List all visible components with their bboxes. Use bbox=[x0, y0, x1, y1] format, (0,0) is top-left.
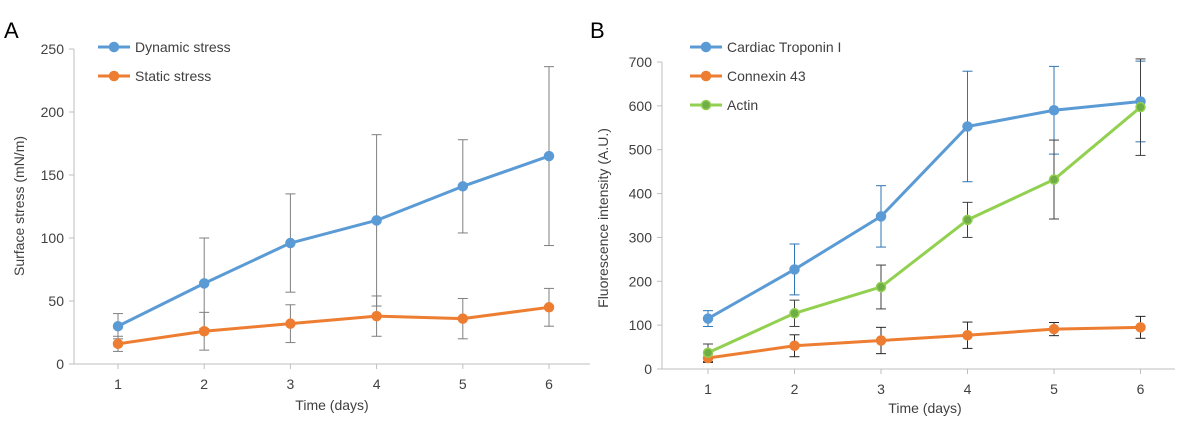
series-markers-a bbox=[112, 150, 555, 350]
data-point bbox=[702, 313, 714, 324]
series-lines-b bbox=[707, 99, 1142, 360]
data-point bbox=[1135, 322, 1146, 333]
data-point bbox=[962, 121, 973, 132]
data-point bbox=[112, 338, 124, 350]
series-markers-b bbox=[702, 96, 1146, 364]
y-tick-label: 500 bbox=[629, 142, 653, 158]
legend-marker bbox=[700, 41, 712, 53]
x-tick-label: 6 bbox=[545, 376, 553, 392]
y-tick-label: 150 bbox=[41, 167, 65, 183]
y-axis-title-a: Surface stress (mN/m) bbox=[11, 136, 27, 276]
x-tick-label: 3 bbox=[877, 381, 885, 397]
y-tick-label: 100 bbox=[629, 317, 653, 333]
x-tick-label: 6 bbox=[1137, 381, 1145, 397]
y-tick-label: 300 bbox=[629, 229, 653, 245]
x-axis-title-a: Time (days) bbox=[295, 397, 368, 413]
data-point bbox=[457, 181, 469, 192]
data-point bbox=[285, 318, 296, 329]
series-lines-a bbox=[117, 154, 550, 346]
data-point bbox=[543, 150, 555, 162]
legend-label: Actin bbox=[727, 97, 758, 113]
y-tick-label: 0 bbox=[56, 356, 64, 372]
series-line bbox=[117, 305, 550, 346]
x-tick-label: 2 bbox=[200, 376, 208, 392]
data-point bbox=[962, 214, 973, 226]
panel-label-a: A bbox=[4, 18, 19, 43]
chart-panel-b: B Fluorescence intensity (A.U.) Time (da… bbox=[590, 18, 1175, 416]
data-point bbox=[789, 308, 800, 319]
data-point bbox=[875, 281, 887, 293]
data-point bbox=[1048, 323, 1060, 335]
y-tick-label: 700 bbox=[629, 54, 653, 70]
legend-label: Connexin 43 bbox=[727, 68, 806, 84]
y-tick-label: 200 bbox=[629, 273, 653, 289]
x-tick-label: 1 bbox=[704, 381, 712, 397]
panel-label-b: B bbox=[590, 18, 605, 43]
series-line bbox=[707, 106, 1142, 355]
x-axis-title-b: Time (days) bbox=[888, 400, 961, 416]
series-line bbox=[707, 99, 1141, 320]
y-tick-label: 200 bbox=[41, 104, 65, 120]
y-tick-label: 100 bbox=[41, 230, 65, 246]
chart-panel-a: A Surface stress (mN/m) Time (days) 0 50 1… bbox=[4, 18, 590, 413]
data-point bbox=[371, 215, 382, 226]
y-tick-label: 400 bbox=[629, 186, 653, 202]
series-line bbox=[117, 154, 550, 328]
x-tick-label: 4 bbox=[373, 376, 381, 392]
data-point bbox=[198, 278, 210, 289]
legend-a: Dynamic stress Static stress bbox=[98, 39, 231, 84]
x-tick-label: 5 bbox=[1050, 381, 1058, 397]
legend-marker bbox=[700, 99, 712, 111]
error-bars-b bbox=[703, 58, 1146, 363]
y-tick-label: 0 bbox=[644, 361, 652, 377]
data-point bbox=[285, 237, 296, 249]
data-point bbox=[789, 340, 800, 352]
data-point bbox=[789, 264, 800, 275]
data-point bbox=[1135, 101, 1146, 113]
series-line bbox=[707, 325, 1141, 360]
y-tick-label: 250 bbox=[41, 41, 65, 57]
y-tick-label: 50 bbox=[48, 293, 64, 309]
legend-label: Dynamic stress bbox=[135, 39, 231, 55]
legend-marker bbox=[700, 70, 712, 82]
data-point bbox=[1048, 104, 1060, 116]
legend-b: Cardiac Troponin I Connexin 43 Actin bbox=[690, 39, 841, 113]
axes-b: 0 100 200 300 400 500 600 700 1 2 3 4 5 6 bbox=[629, 54, 1175, 397]
x-tick-label: 2 bbox=[791, 381, 799, 397]
data-point bbox=[112, 320, 124, 332]
x-tick-label: 1 bbox=[114, 376, 122, 392]
legend-label: Static stress bbox=[135, 68, 211, 84]
data-point bbox=[371, 310, 382, 322]
x-tick-label: 5 bbox=[459, 376, 467, 392]
data-point bbox=[702, 347, 714, 359]
error-bars-a bbox=[113, 66, 554, 352]
data-point bbox=[1048, 174, 1060, 185]
x-tick-label: 4 bbox=[964, 381, 972, 397]
legend-marker bbox=[108, 70, 120, 82]
data-point bbox=[875, 211, 887, 222]
y-tick-label: 600 bbox=[629, 98, 653, 114]
data-point bbox=[198, 325, 210, 337]
data-point bbox=[457, 313, 469, 324]
data-point bbox=[962, 329, 973, 341]
axes-a: 0 50 100 150 200 250 1 2 3 4 5 6 bbox=[41, 41, 590, 392]
legend-label: Cardiac Troponin I bbox=[727, 39, 841, 55]
y-axis-title-b: Fluorescence intensity (A.U.) bbox=[595, 128, 611, 308]
data-point bbox=[875, 335, 887, 346]
x-tick-label: 3 bbox=[287, 376, 295, 392]
legend-marker bbox=[108, 41, 120, 53]
data-point bbox=[543, 302, 555, 313]
